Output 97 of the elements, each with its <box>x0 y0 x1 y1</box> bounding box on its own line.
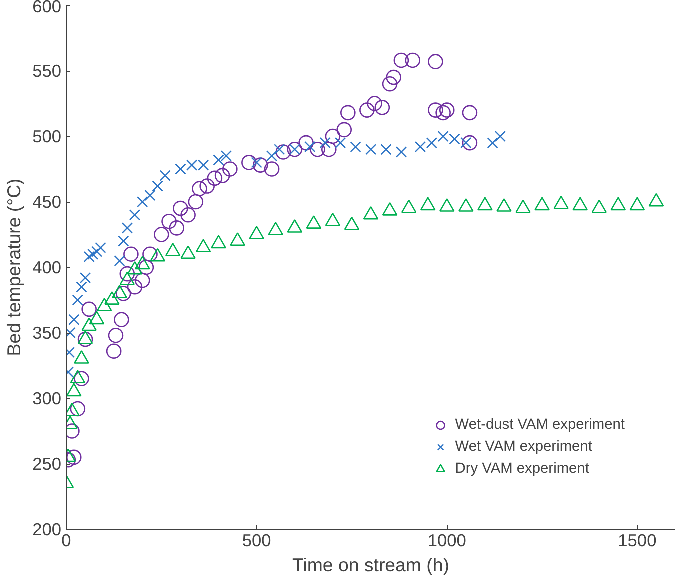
x-tick-label: 1500 <box>618 530 657 550</box>
point <box>213 154 224 166</box>
y-tick-label: 400 <box>32 258 62 278</box>
point <box>124 246 139 262</box>
point <box>487 137 498 149</box>
y-tick-label: 600 <box>32 0 62 16</box>
point <box>310 142 326 158</box>
point <box>382 76 398 92</box>
point <box>266 150 278 162</box>
point <box>207 170 223 186</box>
point <box>252 158 268 173</box>
y-tick-label: 300 <box>32 388 62 408</box>
point <box>320 137 331 149</box>
point <box>84 251 95 263</box>
point <box>336 122 352 138</box>
point <box>88 248 99 260</box>
point <box>374 100 390 116</box>
point <box>200 178 215 194</box>
point <box>127 280 143 295</box>
legend-label: Wet-dust VAM experiment <box>455 417 625 433</box>
point <box>394 52 410 68</box>
point <box>68 314 80 326</box>
point <box>118 236 130 247</box>
point <box>138 260 154 276</box>
point <box>439 102 455 118</box>
point <box>80 272 92 284</box>
y-tick-label: 450 <box>32 192 62 212</box>
point <box>276 144 292 160</box>
point <box>396 146 408 158</box>
point <box>137 196 148 208</box>
point <box>367 96 382 112</box>
y-tick-label: 200 <box>32 520 62 540</box>
point <box>82 302 97 318</box>
point <box>134 272 150 288</box>
point <box>162 214 177 230</box>
point <box>380 144 392 156</box>
point <box>142 246 158 262</box>
point <box>428 102 444 118</box>
y-axis-title: Bed temperature (°C) <box>4 178 25 356</box>
point <box>129 210 141 221</box>
point <box>106 344 122 359</box>
point <box>114 255 126 267</box>
point <box>214 168 230 184</box>
point <box>74 371 90 386</box>
point <box>436 105 451 121</box>
point <box>116 286 132 302</box>
x-axis-title: Time on stream (h) <box>292 554 450 576</box>
point <box>91 246 103 258</box>
point <box>78 332 94 348</box>
point <box>414 141 426 153</box>
point <box>365 144 377 156</box>
point <box>180 207 196 223</box>
point <box>160 170 172 182</box>
point <box>154 227 170 242</box>
point <box>95 242 106 254</box>
point <box>462 135 478 151</box>
point <box>222 162 238 177</box>
point <box>122 222 133 234</box>
point <box>188 194 204 210</box>
point <box>108 328 124 344</box>
point <box>72 294 84 306</box>
point <box>386 70 402 86</box>
point <box>175 164 186 175</box>
point <box>426 137 438 149</box>
point <box>428 54 444 70</box>
legend-label: Wet VAM experiment <box>455 439 592 455</box>
point <box>298 135 314 151</box>
legend-label: Dry VAM experiment <box>455 461 590 477</box>
y-tick-label: 250 <box>32 454 62 474</box>
point <box>120 266 136 282</box>
point <box>114 312 130 328</box>
point <box>264 162 280 177</box>
x-tick-label: 500 <box>242 530 272 550</box>
x-tick-label: 0 <box>62 530 72 550</box>
point <box>494 130 506 142</box>
point <box>66 450 82 466</box>
point <box>169 220 185 236</box>
y-tick-label: 550 <box>32 61 62 81</box>
point <box>70 401 86 417</box>
point <box>350 141 362 153</box>
point <box>360 102 375 118</box>
point <box>462 105 478 121</box>
point <box>321 142 337 158</box>
point <box>76 282 88 293</box>
point <box>173 200 188 216</box>
y-tick-label: 350 <box>32 323 62 343</box>
point <box>334 137 346 149</box>
y-tick-label: 500 <box>32 126 62 146</box>
point <box>242 155 257 170</box>
point <box>220 150 232 162</box>
point <box>325 128 341 144</box>
point <box>152 180 164 192</box>
point <box>340 105 356 121</box>
point <box>144 190 156 202</box>
point <box>192 181 208 197</box>
point <box>405 52 421 68</box>
x-tick-label: 1000 <box>428 530 466 550</box>
